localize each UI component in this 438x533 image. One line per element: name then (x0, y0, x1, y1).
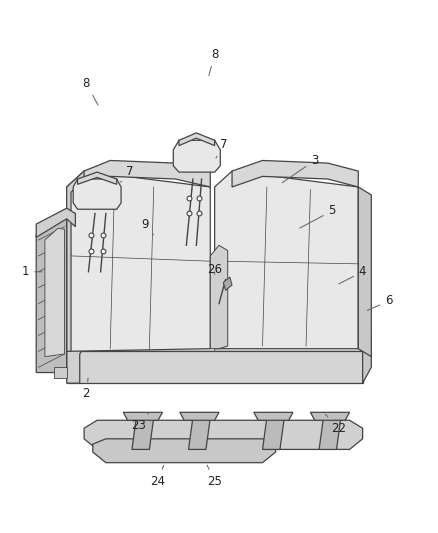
Text: 6: 6 (367, 294, 392, 310)
Polygon shape (93, 439, 276, 463)
Polygon shape (262, 418, 284, 449)
Text: 22: 22 (325, 414, 346, 435)
Text: 7: 7 (216, 138, 227, 158)
Polygon shape (36, 219, 67, 373)
Text: 25: 25 (207, 465, 222, 488)
Polygon shape (84, 160, 210, 187)
Text: 9: 9 (141, 217, 154, 235)
Polygon shape (180, 413, 219, 420)
Text: 3: 3 (282, 154, 318, 183)
Polygon shape (179, 133, 215, 146)
Polygon shape (358, 187, 371, 357)
Text: 26: 26 (207, 263, 222, 276)
Polygon shape (215, 171, 358, 349)
Text: 24: 24 (151, 465, 166, 488)
Polygon shape (67, 319, 371, 351)
Polygon shape (210, 245, 228, 349)
Polygon shape (254, 413, 293, 420)
Polygon shape (123, 413, 162, 420)
Polygon shape (232, 160, 358, 187)
Polygon shape (53, 367, 67, 378)
Polygon shape (319, 418, 341, 449)
Text: 2: 2 (82, 378, 90, 400)
Polygon shape (67, 171, 210, 351)
Polygon shape (311, 413, 350, 420)
Polygon shape (67, 319, 97, 383)
Text: 1: 1 (21, 265, 42, 278)
Polygon shape (363, 335, 371, 383)
Polygon shape (223, 277, 232, 290)
Polygon shape (173, 140, 220, 172)
Text: 8: 8 (209, 48, 218, 76)
Text: 5: 5 (300, 204, 336, 228)
Text: 4: 4 (339, 265, 366, 284)
Text: 7: 7 (120, 165, 134, 182)
Polygon shape (73, 179, 121, 209)
Polygon shape (67, 171, 88, 351)
Polygon shape (78, 172, 117, 184)
Polygon shape (132, 418, 154, 449)
Polygon shape (84, 420, 363, 449)
Polygon shape (67, 351, 363, 383)
Polygon shape (188, 418, 210, 449)
Polygon shape (45, 228, 64, 357)
Text: 8: 8 (83, 77, 98, 105)
Polygon shape (36, 208, 75, 237)
Text: 23: 23 (131, 413, 149, 432)
